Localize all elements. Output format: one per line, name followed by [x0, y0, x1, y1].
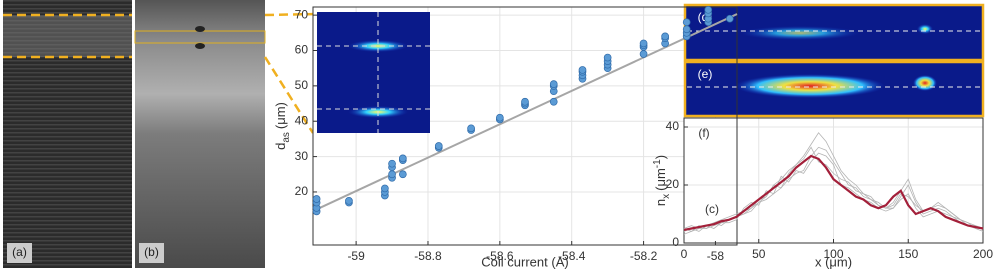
- y-axis-label-part: n: [653, 199, 668, 206]
- panel-label: (e): [698, 67, 713, 81]
- y-tick-label: 20: [666, 177, 680, 191]
- y-axis-label-part: as: [281, 132, 292, 143]
- scatter-point: [661, 32, 669, 41]
- x-axis-label: x (μm): [815, 254, 852, 269]
- scatter-point: [682, 25, 691, 34]
- y-tick-label: 30: [295, 149, 309, 163]
- y-tick-label: 0: [672, 235, 679, 249]
- zoom-lines: [3, 12, 318, 134]
- y-tick-label: 70: [295, 7, 309, 21]
- scatter-point: [639, 39, 648, 48]
- x-tick-label: -58: [707, 249, 725, 263]
- x-tick-label: -58.8: [414, 249, 442, 263]
- scatter-point: [381, 184, 389, 193]
- shot-line: [683, 152, 984, 232]
- scatter-point: [549, 80, 558, 88]
- x-tick-label: 100: [823, 247, 843, 261]
- scatter-point: [521, 97, 529, 106]
- panel-d: (d): [683, 3, 985, 62]
- y-tick-label: 60: [295, 43, 309, 57]
- annotation: (f): [698, 126, 709, 140]
- x-tick-label: 50: [752, 247, 766, 261]
- scatter-point: [388, 170, 396, 179]
- scatter-point: [345, 196, 353, 205]
- panel-label: (b): [144, 245, 159, 259]
- panel-b: (b): [134, 0, 266, 268]
- scatter-point: [704, 5, 713, 14]
- scatter-point: [467, 124, 475, 133]
- x-tick-label: -58.2: [630, 249, 658, 263]
- x-tick-label: 0: [681, 247, 688, 261]
- y-tick-label: 50: [295, 78, 309, 92]
- y-axis-label-part: (μm: [653, 168, 668, 191]
- scatter-point: [388, 159, 396, 168]
- y-tick-label: 40: [666, 119, 680, 133]
- mean-line: [683, 154, 984, 232]
- scatter-point: [725, 14, 734, 23]
- x-axis-label: Coil current (A): [481, 254, 568, 269]
- y-axis-label-part: x: [661, 194, 672, 199]
- x-tick-label: 150: [898, 247, 918, 261]
- axes-frame: [683, 117, 984, 244]
- y-axis-label: nx (μm-1): [652, 155, 672, 206]
- scatter-point: [578, 66, 587, 74]
- scatter-point: [549, 97, 558, 106]
- axes-frame: [312, 6, 738, 246]
- panel-a: (a): [3, 0, 132, 268]
- x-tick-label: -59: [347, 249, 365, 263]
- y-axis-label-part: (μm): [273, 102, 288, 129]
- y-axis-label: das (μm): [273, 102, 291, 150]
- scatter-point: [398, 154, 407, 163]
- y-tick-label: 40: [295, 113, 309, 127]
- x-tick-label: -58.6: [486, 249, 514, 263]
- scatter-point: [398, 170, 407, 179]
- panel-e: (e): [683, 60, 985, 118]
- scatter-point: [312, 195, 321, 203]
- y-axis-label-part: d: [273, 143, 288, 150]
- scatter-point: [434, 142, 443, 150]
- inset-image: [317, 12, 430, 133]
- x-tick-label: 200: [973, 247, 993, 261]
- y-axis-label-part: -1: [652, 159, 663, 168]
- y-tick-label: 20: [295, 184, 309, 198]
- scatter-point: [603, 53, 612, 62]
- scatter-point: [495, 113, 504, 122]
- scatter-point: [682, 18, 691, 27]
- scatter-point: [639, 50, 648, 58]
- panel-label: (a): [12, 245, 27, 259]
- y-axis-label-part: ): [653, 155, 668, 159]
- shot-line: [683, 146, 983, 229]
- annotation: (c): [705, 202, 719, 216]
- x-tick-label: -58.4: [558, 249, 586, 263]
